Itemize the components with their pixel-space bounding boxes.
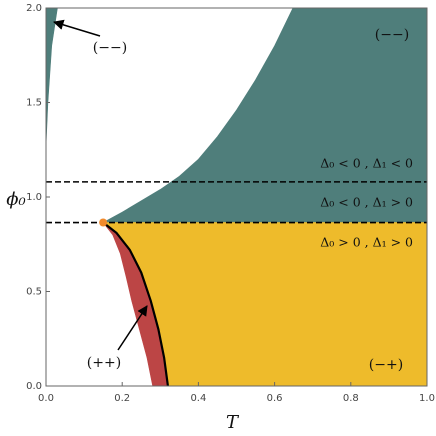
y-tick-label: 1.5: [26, 98, 42, 109]
annotation: Δ₀ < 0 , Δ₁ < 0: [320, 156, 413, 171]
annotation: (++): [87, 355, 121, 371]
region: [45, 7, 58, 146]
x-tick-label: 0.4: [190, 393, 206, 404]
y-tick-label: 2.0: [26, 3, 42, 14]
x-tick-label: 0.2: [114, 393, 130, 404]
annotation: (−+): [369, 357, 403, 373]
y-tick-label: 0.5: [26, 287, 42, 298]
x-tick-label: 1.0: [419, 393, 435, 404]
critical-point: [99, 218, 108, 227]
annotation: Δ₀ > 0 , Δ₁ > 0: [320, 235, 413, 250]
y-axis-title: ϕ₀: [6, 189, 26, 210]
annotation: Δ₀ < 0 , Δ₁ > 0: [320, 195, 413, 210]
annotation: (−−): [93, 40, 127, 56]
arrow: [52, 19, 101, 37]
x-tick-label: 0.8: [343, 393, 359, 404]
boundary-line: [102, 221, 170, 387]
x-axis-title: T: [226, 412, 240, 433]
annotation: (−−): [375, 27, 409, 43]
x-tick-label: 0.6: [267, 393, 283, 404]
arrow: [117, 305, 148, 351]
y-tick-label: 0.0: [26, 381, 42, 392]
y-tick-label: 1.0: [26, 192, 42, 203]
x-tick-label: 0.0: [38, 393, 54, 404]
